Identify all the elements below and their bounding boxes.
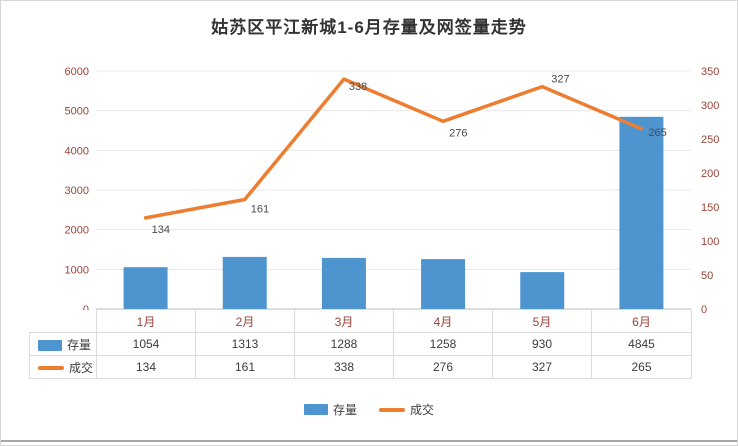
bar-4月 (421, 259, 466, 309)
left-axis-tick-label: 5000 (65, 106, 89, 118)
line-data-label: 265 (648, 127, 666, 139)
right-axis-tick-label: 50 (701, 270, 713, 282)
table-value-cell: 338 (294, 355, 394, 379)
bar-1月 (123, 267, 168, 309)
right-axis-tick-label: 250 (701, 134, 719, 146)
left-axis-tick-label: 4000 (65, 145, 89, 157)
table-series-label-cell: 成交 (29, 355, 97, 379)
month-header-cell: 6月 (591, 309, 692, 333)
left-axis-tick-label: 1000 (65, 264, 89, 276)
month-header-cell: 2月 (195, 309, 295, 333)
legend-label-bar: 存量 (332, 403, 357, 417)
table-value-cell: 1054 (96, 332, 196, 356)
table-value-cell: 4845 (591, 332, 692, 356)
month-header-cell: 1月 (96, 309, 196, 333)
line-data-label: 161 (251, 204, 269, 216)
table-value-cell: 1313 (195, 332, 295, 356)
table-value-cell: 161 (195, 355, 295, 379)
table-series-label-cell: 存量 (29, 332, 97, 356)
combo-chart: 0100020003000400050006000050100150200250… (65, 66, 720, 316)
right-axis-tick-label: 100 (701, 236, 719, 248)
table-value-cell: 134 (96, 355, 196, 379)
legend-item-bar: 存量 (303, 401, 357, 418)
bar-swatch-icon (303, 404, 328, 415)
month-header-cell: 5月 (492, 309, 592, 333)
line-data-label: 327 (551, 74, 569, 86)
line-series (143, 77, 644, 220)
bar-6月 (619, 116, 664, 309)
bar-5月 (520, 272, 565, 309)
month-header-cell: 4月 (393, 309, 493, 333)
table-value-cell: 327 (492, 355, 592, 379)
bar-2月 (222, 256, 267, 309)
table-value-cell: 1258 (393, 332, 493, 356)
line-data-label: 134 (152, 224, 170, 236)
data-table-wrap: 1月 2月 3月 4月 5月 6月 存量 1054 1313 1288 1258 930 4845 成交 1… (29, 309, 692, 379)
table-value-cell: 265 (591, 355, 692, 379)
left-axis-tick-label: 3000 (65, 185, 89, 197)
line-data-label: 276 (449, 127, 467, 139)
bar-3月 (321, 257, 366, 309)
right-axis-tick-label: 0 (701, 304, 707, 316)
chart-title: 姑苏区平江新城1-6月存量及网签量走势 (211, 18, 527, 37)
line-swatch-icon (38, 366, 64, 371)
month-header-cell: 3月 (294, 309, 394, 333)
chart-legend: 存量 成交 (1, 401, 737, 418)
right-axis-tick-label: 350 (701, 66, 719, 78)
series-name: 存量 (67, 337, 92, 352)
table-value-cell: 276 (393, 355, 493, 379)
left-axis-tick-label: 2000 (65, 225, 89, 237)
legend-item-line: 成交 (379, 401, 434, 418)
table-value-cell: 1288 (294, 332, 394, 356)
right-axis-tick-label: 150 (701, 202, 719, 214)
line-data-label: 338 (349, 81, 367, 93)
table-value-cell: 930 (492, 332, 592, 356)
right-axis-tick-label: 200 (701, 168, 719, 180)
bottom-divider (1, 440, 737, 442)
left-axis-tick-label: 6000 (65, 66, 89, 78)
legend-label-line: 成交 (410, 403, 435, 417)
right-axis-tick-label: 300 (701, 100, 719, 112)
table-corner-cell (29, 309, 97, 333)
data-table: 1月 2月 3月 4月 5月 6月 存量 1054 1313 1288 1258 930 4845 成交 1… (29, 309, 692, 379)
bar-swatch-icon (38, 339, 62, 351)
line-swatch-icon (379, 407, 405, 412)
series-name: 成交 (69, 360, 94, 375)
